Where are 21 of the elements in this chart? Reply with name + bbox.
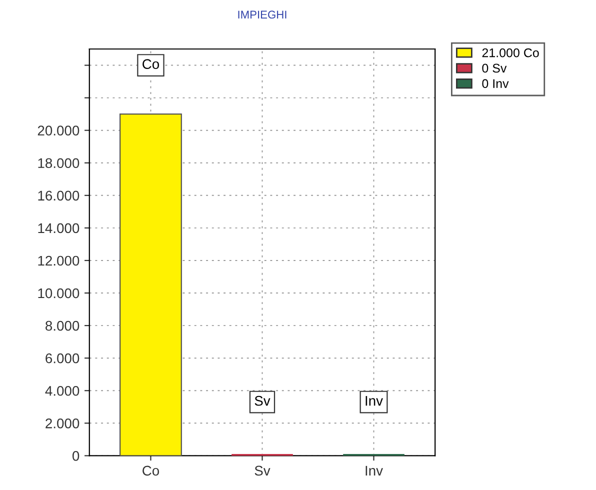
y-tick-label: 0 [72,451,80,461]
chart-title: IMPIEGHI [238,10,286,19]
y-tick-label: 6.000 [46,353,80,364]
y-tick-label: 10.000 [38,288,80,298]
y-tick-label: 2.000 [46,418,80,428]
annotation: Sv [254,396,270,406]
y-tick-label: 8.000 [46,320,80,331]
y-tick-label: 18.000 [38,158,80,168]
y-tick-label: 16.000 [38,190,80,201]
x-tick-label: Sv [254,466,270,476]
x-tick-label: Inv [366,466,383,476]
y-tick-label: 4.000 [45,386,80,396]
x-tick-label: Co [142,466,160,476]
legend-label: 0 Sv [482,64,507,73]
legend-label: 21.000 Co [482,48,539,58]
y-tick-label: 14.000 [38,223,80,234]
y-tick-label: 20.000 [38,126,80,136]
annotation: Inv [366,396,383,406]
annotation: Co [142,59,160,69]
legend-label: 0 Inv [482,79,509,88]
y-tick-label: 12.000 [38,256,80,266]
